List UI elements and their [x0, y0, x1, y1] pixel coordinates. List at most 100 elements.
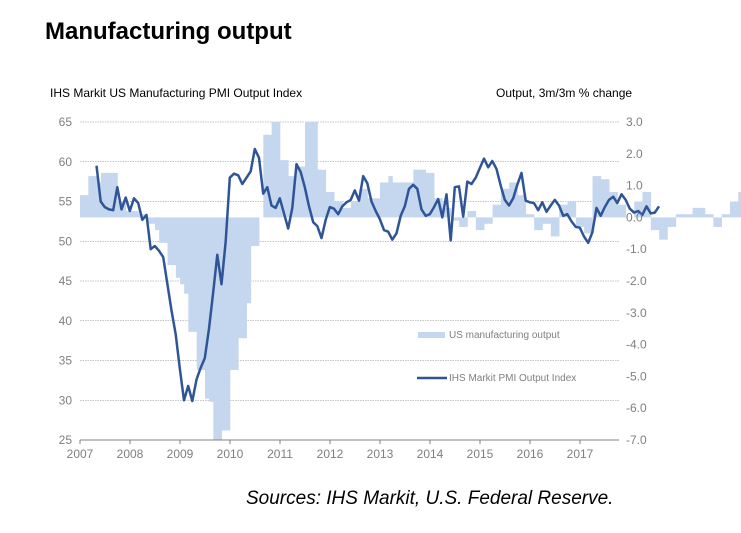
output-bar	[571, 201, 577, 218]
right-tick-label: 1.0	[626, 179, 643, 193]
output-bar	[688, 214, 693, 218]
x-tick-label: 2015	[467, 447, 494, 461]
output-bar	[330, 191, 335, 218]
output-bar	[130, 211, 135, 218]
output-bar	[255, 217, 260, 247]
output-bar	[300, 166, 306, 218]
x-tick-label: 2007	[67, 447, 94, 461]
output-bar	[380, 182, 385, 218]
output-bar	[567, 201, 572, 218]
output-bar	[513, 182, 518, 218]
output-bar	[642, 191, 647, 218]
output-bar	[100, 172, 106, 218]
output-bar	[475, 217, 481, 231]
output-bar	[463, 217, 468, 227]
output-bar	[321, 169, 327, 218]
output-bar	[317, 169, 322, 218]
output-bar	[705, 214, 710, 218]
output-bar	[117, 201, 122, 218]
output-bar	[667, 217, 672, 227]
output-bar	[267, 134, 272, 218]
output-bar	[363, 188, 368, 218]
output-bar	[484, 217, 489, 224]
output-bar	[88, 176, 93, 218]
output-bar	[250, 217, 256, 247]
bar-series	[80, 122, 741, 440]
output-bar	[342, 207, 347, 218]
output-bar	[225, 217, 231, 431]
output-bar	[96, 182, 102, 218]
output-bar	[221, 217, 227, 431]
output-bar	[84, 195, 89, 218]
left-axis-label: IHS Markit US Manufacturing PMI Output I…	[50, 86, 303, 100]
output-bar	[684, 214, 689, 218]
output-bar	[517, 195, 522, 218]
output-bar	[538, 217, 543, 231]
right-tick-label: 2.0	[626, 147, 643, 161]
output-bar	[171, 217, 177, 266]
output-bar	[180, 217, 185, 285]
x-tick-label: 2017	[567, 447, 594, 461]
legend-bar-label: US manufacturing output	[449, 330, 560, 341]
output-bar	[734, 201, 739, 218]
x-tick-label: 2013	[367, 447, 394, 461]
output-bar	[434, 198, 439, 218]
output-bar	[246, 217, 252, 304]
output-bar	[292, 176, 297, 218]
output-bar	[650, 217, 656, 231]
left-tick-label: 30	[59, 393, 73, 407]
output-bar	[617, 204, 622, 218]
left-tick-label: 55	[59, 195, 73, 209]
output-bar	[738, 191, 741, 218]
right-tick-label: -4.0	[626, 338, 647, 352]
output-bar	[355, 201, 360, 218]
output-bar	[167, 217, 172, 266]
left-tick-label: 60	[59, 155, 73, 169]
output-bar	[663, 217, 668, 240]
output-bar	[580, 217, 585, 227]
right-tick-label: -7.0	[626, 433, 647, 447]
left-tick-label: 40	[59, 314, 73, 328]
x-tick-label: 2011	[267, 447, 293, 461]
output-bar	[613, 191, 618, 218]
right-axis-label: Output, 3m/3m % change	[496, 86, 633, 100]
output-bar	[409, 182, 414, 218]
output-bar	[134, 211, 139, 218]
legend-line-label: IHS Markit PMI Output Index	[449, 373, 576, 384]
output-bar	[700, 207, 706, 218]
output-bar	[563, 204, 568, 218]
output-bar	[600, 179, 606, 218]
right-tick-label: -5.0	[626, 369, 647, 383]
output-bar	[200, 217, 206, 371]
legend: US manufacturing output IHS Markit PMI O…	[417, 330, 576, 384]
output-bar	[163, 217, 168, 243]
output-bar	[584, 217, 589, 234]
left-tick-label: 65	[59, 115, 73, 129]
output-bar	[309, 122, 314, 218]
output-bar	[159, 217, 164, 243]
output-bar	[150, 217, 156, 224]
output-bar	[592, 176, 597, 218]
output-bar	[605, 179, 610, 218]
left-tick-label: 45	[59, 274, 73, 288]
output-bar	[230, 217, 235, 371]
output-bar	[621, 204, 627, 218]
output-bar	[500, 188, 506, 218]
output-bar	[425, 172, 431, 218]
output-bar	[471, 211, 477, 218]
output-bar	[713, 217, 718, 227]
x-tick-label: 2009	[167, 447, 194, 461]
output-bar	[350, 201, 356, 218]
right-tick-label: 3.0	[626, 115, 643, 129]
x-tick-label: 2012	[317, 447, 344, 461]
output-bar	[442, 207, 447, 218]
output-bar	[430, 172, 435, 218]
output-bar	[392, 182, 397, 218]
output-bar	[721, 214, 727, 218]
output-bar	[659, 217, 664, 240]
page-title: Manufacturing output	[45, 18, 292, 45]
output-bar	[234, 217, 239, 371]
output-bar	[388, 176, 393, 218]
right-tick-label: -1.0	[626, 242, 647, 256]
